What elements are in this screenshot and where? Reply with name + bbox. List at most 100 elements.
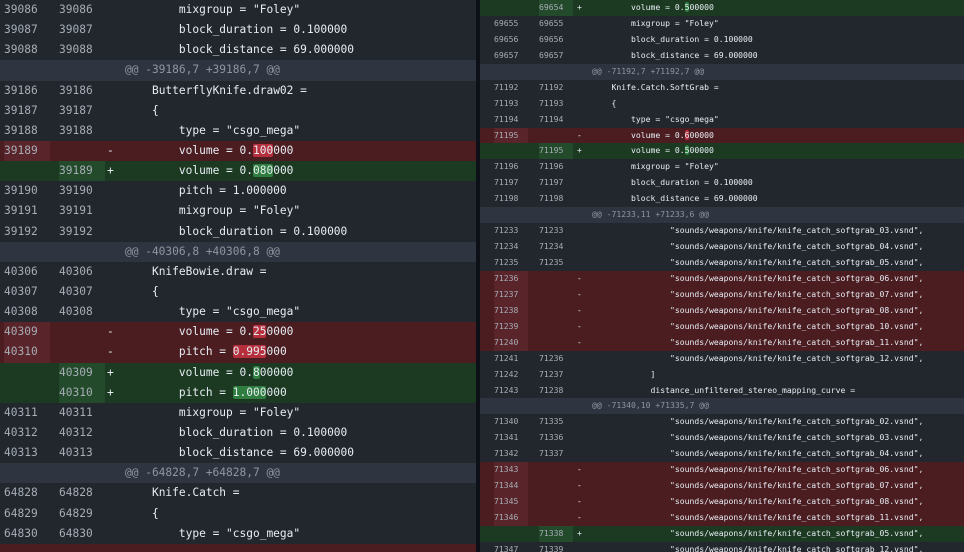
new-line-number[interactable]: 69654 xyxy=(539,0,573,16)
old-line-number[interactable]: 71233 xyxy=(494,225,519,236)
new-line-number[interactable]: 39088 xyxy=(59,43,93,57)
old-line-number[interactable]: 71243 xyxy=(494,384,519,395)
old-line-number[interactable]: 71346 xyxy=(494,510,528,526)
new-line-number[interactable]: 71237 xyxy=(539,368,564,379)
new-line-number[interactable]: 39086 xyxy=(59,3,93,16)
new-line-number[interactable]: 71238 xyxy=(539,384,564,395)
old-line-number[interactable]: 39087 xyxy=(4,23,38,37)
old-line-number[interactable]: 40306 xyxy=(4,264,38,278)
new-line-number[interactable]: 69656 xyxy=(539,33,564,44)
new-line-number[interactable]: 39186 xyxy=(59,83,93,97)
diff-line-deleted: 39189 - volume = 0.100000 xyxy=(0,140,476,162)
code-text: "sounds/weapons/knife/knife_catch_softgr… xyxy=(592,414,923,430)
old-line-number[interactable]: 64828 xyxy=(4,486,38,500)
old-line-number[interactable]: 40308 xyxy=(4,305,38,319)
new-line-number[interactable]: 71233 xyxy=(539,225,564,236)
new-line-number[interactable]: 40308 xyxy=(59,305,93,319)
old-line-number[interactable]: 71238 xyxy=(494,302,528,319)
new-line-number[interactable]: 71196 xyxy=(539,161,564,172)
new-line-number[interactable]: 71339 xyxy=(539,543,564,552)
old-line-number[interactable]: 69655 xyxy=(494,17,519,28)
new-line-number[interactable]: 71198 xyxy=(539,193,564,204)
old-line-number[interactable]: 40310 xyxy=(4,342,50,363)
new-line-number[interactable]: 39187 xyxy=(59,103,93,117)
new-line-number[interactable]: 40306 xyxy=(59,264,93,278)
new-line-number[interactable]: 69655 xyxy=(539,17,564,28)
new-line-number[interactable]: 40312 xyxy=(59,425,93,439)
old-line-number[interactable]: 71241 xyxy=(494,352,519,363)
new-line-number[interactable]: 39188 xyxy=(59,123,93,137)
old-line-number[interactable]: 71237 xyxy=(494,286,528,303)
new-line-number[interactable]: 71194 xyxy=(539,113,564,124)
new-line-number[interactable]: 71193 xyxy=(539,97,564,108)
new-line-number[interactable]: 39191 xyxy=(59,204,93,218)
old-line-number[interactable]: 71239 xyxy=(494,318,528,335)
old-line-number[interactable]: 64829 xyxy=(4,506,38,520)
old-line-number[interactable]: 71193 xyxy=(494,97,519,108)
old-line-number[interactable]: 39190 xyxy=(4,184,38,198)
old-line-number[interactable]: 71236 xyxy=(494,270,528,287)
new-line-number[interactable]: 71337 xyxy=(539,448,564,459)
old-line-number[interactable]: 71192 xyxy=(494,81,519,92)
old-line-number[interactable]: 71340 xyxy=(494,416,519,427)
new-line-number[interactable]: 40311 xyxy=(59,405,93,419)
new-line-number[interactable]: 71235 xyxy=(539,257,564,267)
new-line-number[interactable]: 71236 xyxy=(539,352,564,363)
new-line-number[interactable]: 39189 xyxy=(59,161,105,182)
new-line-number[interactable]: 71197 xyxy=(539,177,564,188)
old-line-number[interactable]: 71343 xyxy=(494,462,528,479)
new-line-number[interactable]: 40307 xyxy=(59,284,93,298)
old-line-number[interactable]: 69657 xyxy=(494,49,519,60)
new-line-number[interactable]: 71336 xyxy=(539,432,564,443)
old-line-number[interactable]: 71240 xyxy=(494,334,528,351)
old-line-number[interactable]: 39192 xyxy=(4,224,38,238)
new-line-number[interactable]: 71192 xyxy=(539,81,564,92)
old-line-number[interactable]: 39191 xyxy=(4,204,38,218)
changed-text-highlight: 25 xyxy=(252,325,267,339)
new-line-number[interactable]: 39192 xyxy=(59,224,93,238)
new-line-number[interactable]: 71195 xyxy=(539,143,573,160)
old-line-number[interactable]: 69656 xyxy=(494,33,519,44)
old-line-number[interactable]: 71341 xyxy=(494,432,519,443)
old-line-number[interactable]: 64830 xyxy=(4,526,38,540)
old-line-number[interactable]: 71194 xyxy=(494,113,519,124)
old-line-number[interactable]: 39189 xyxy=(4,140,50,162)
code-content: Knife.Catch = xyxy=(151,486,240,500)
code-text: "sounds/weapons/knife/knife_catch_softgr… xyxy=(592,478,923,494)
old-line-number[interactable]: 71234 xyxy=(494,241,519,252)
code-indent xyxy=(592,82,612,92)
old-line-number[interactable]: 40311 xyxy=(4,405,38,419)
new-line-number[interactable]: 39087 xyxy=(59,23,93,37)
new-line-number[interactable]: 39190 xyxy=(59,184,93,198)
old-line-number[interactable]: 39086 xyxy=(4,3,38,16)
old-line-number[interactable]: 71342 xyxy=(494,448,519,459)
new-line-number[interactable]: 64830 xyxy=(59,526,93,540)
old-line-number[interactable]: 71345 xyxy=(494,494,528,511)
diff-line: 71242 71237 ] xyxy=(480,367,964,383)
new-line-number[interactable]: 40313 xyxy=(59,446,93,460)
new-line-number[interactable]: 40310 xyxy=(59,382,105,403)
old-line-number[interactable]: 71198 xyxy=(494,193,519,204)
old-line-number[interactable]: 71196 xyxy=(494,161,519,172)
old-line-number[interactable]: 39188 xyxy=(4,123,38,137)
old-line-number[interactable]: 39187 xyxy=(4,103,38,117)
new-line-number[interactable]: 71234 xyxy=(539,241,564,252)
old-line-number[interactable]: 71242 xyxy=(494,368,519,379)
old-line-number[interactable]: 39088 xyxy=(4,43,38,57)
new-line-number[interactable]: 69657 xyxy=(539,49,564,60)
old-line-number[interactable]: 71195 xyxy=(494,127,528,144)
old-line-number[interactable]: 71235 xyxy=(494,257,519,267)
old-line-number[interactable]: 71347 xyxy=(494,543,519,552)
old-line-number[interactable]: 40313 xyxy=(4,446,38,460)
old-line-number[interactable]: 40309 xyxy=(4,322,50,343)
old-line-number[interactable]: 71344 xyxy=(494,478,528,495)
old-line-number[interactable]: 40312 xyxy=(4,425,38,439)
old-line-number[interactable]: 39186 xyxy=(4,83,38,97)
new-line-number[interactable]: 64828 xyxy=(59,486,93,500)
old-line-number[interactable]: 71197 xyxy=(494,177,519,188)
new-line-number[interactable]: 71338 xyxy=(539,525,573,542)
new-line-number[interactable]: 71335 xyxy=(539,416,564,427)
new-line-number[interactable]: 64829 xyxy=(59,506,93,520)
new-line-number[interactable]: 40309 xyxy=(59,362,105,383)
old-line-number[interactable]: 40307 xyxy=(4,284,38,298)
